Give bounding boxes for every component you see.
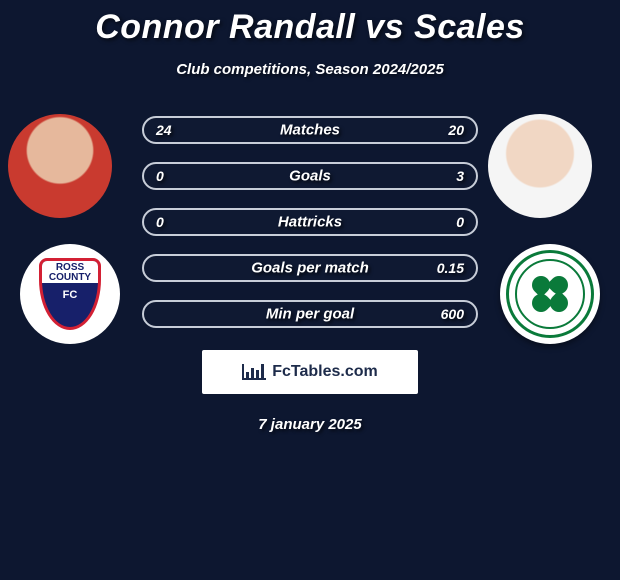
stat-label: Min per goal	[266, 306, 354, 323]
celtic-badge-icon	[506, 250, 594, 338]
stats-area: ROSSCOUNTY FC 24 Matches 20 0 Goals 3	[0, 116, 620, 433]
stat-left-value: 0	[156, 214, 164, 230]
player-right-photo	[488, 114, 592, 218]
stat-row-goals: 0 Goals 3	[142, 162, 478, 190]
club-right-logo	[500, 244, 600, 344]
stat-right-value: 3	[456, 168, 464, 184]
stat-right-value: 0.15	[437, 260, 464, 276]
stat-rows: 24 Matches 20 0 Goals 3 0 Hattricks 0 Go…	[142, 116, 478, 328]
club-left-logo: ROSSCOUNTY FC	[20, 244, 120, 344]
ross-county-badge-icon: ROSSCOUNTY FC	[39, 258, 101, 330]
stat-right-value: 20	[448, 122, 464, 138]
stat-row-goals-per-match: Goals per match 0.15	[142, 254, 478, 282]
brand-text: FcTables.com	[272, 363, 378, 381]
date-text: 7 january 2025	[0, 416, 620, 433]
stat-row-hattricks: 0 Hattricks 0	[142, 208, 478, 236]
stat-row-matches: 24 Matches 20	[142, 116, 478, 144]
stat-label: Goals	[289, 168, 331, 185]
stat-left-value: 0	[156, 168, 164, 184]
stat-right-value: 0	[456, 214, 464, 230]
subtitle: Club competitions, Season 2024/2025	[0, 61, 620, 78]
page-title: Connor Randall vs Scales	[0, 8, 620, 47]
stat-label: Hattricks	[278, 214, 342, 231]
comparison-card: Connor Randall vs Scales Club competitio…	[0, 0, 620, 433]
brand-box: FcTables.com	[202, 350, 418, 394]
player-left-photo	[8, 114, 112, 218]
stat-right-value: 600	[441, 306, 464, 322]
stat-left-value: 24	[156, 122, 172, 138]
stat-row-min-per-goal: Min per goal 600	[142, 300, 478, 328]
stat-label: Matches	[280, 122, 340, 139]
bar-chart-icon	[242, 364, 266, 380]
stat-label: Goals per match	[251, 260, 369, 277]
